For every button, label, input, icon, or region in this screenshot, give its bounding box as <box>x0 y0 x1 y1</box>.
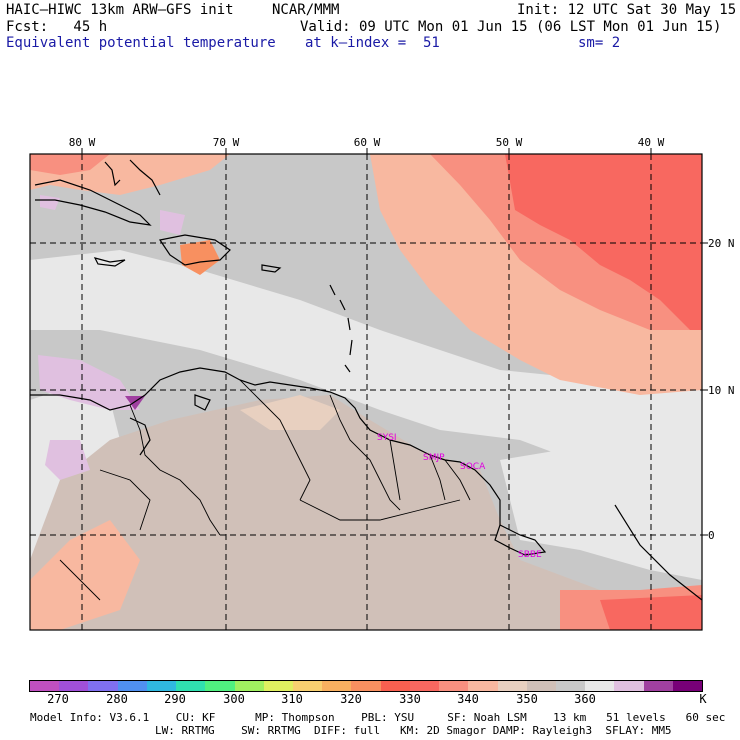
frame-ticks <box>81 148 708 536</box>
colorbar-swatch <box>380 681 410 691</box>
warmer-region-southeast <box>600 595 702 630</box>
lon-label: 50 W <box>496 136 523 149</box>
colorbar-swatch <box>30 681 60 691</box>
colorbar-swatch <box>526 681 556 691</box>
colorbar-swatch <box>497 681 527 691</box>
lon-label: 60 W <box>354 136 381 149</box>
model-title: HAIC–HIWC 13km ARW–GFS init <box>6 2 234 18</box>
colorbar-swatch <box>468 681 498 691</box>
valid-time: Valid: 09 UTC Mon 01 Jun 15 (06 LST Mon … <box>300 19 722 35</box>
colorbar-swatch <box>234 681 264 691</box>
colorbar-unit: K <box>699 692 707 706</box>
country-borders <box>59 379 471 601</box>
model-info-line2: LW: RRTMG SW: RRTMG DIFF: full KM: 2D Sm… <box>155 724 672 737</box>
lat-label: 0 <box>708 529 715 542</box>
theta-e-map: 80 W 70 W 60 W 50 W 40 W 20 N 10 N 0 SYS… <box>29 136 735 631</box>
cool-region-hispaniola <box>160 210 185 235</box>
colorbar-label: 330 <box>399 692 421 706</box>
colorbar-label: 300 <box>223 692 245 706</box>
cool-region-central-america <box>38 355 140 410</box>
land-region-south-america <box>30 395 702 630</box>
organization-label: NCAR/MMM <box>272 2 340 18</box>
station-label: SMJP <box>423 453 445 463</box>
colorbar-swatch <box>292 681 323 691</box>
colorbar-swatch <box>351 681 381 691</box>
colorbar-label: 360 <box>574 692 596 706</box>
colorbar-swatch <box>555 681 586 691</box>
colorbar-swatch <box>205 681 235 691</box>
cool-region-cuba <box>40 195 60 210</box>
map-frame <box>29 153 703 631</box>
station-label: SYSI <box>377 433 397 443</box>
lon-label: 40 W <box>638 136 665 149</box>
cool-region-colombia <box>45 440 90 480</box>
model-info-line1: Model Info: V3.6.1 CU: KF MP: Thompson P… <box>30 711 726 724</box>
colorbar-swatch <box>176 681 206 691</box>
cold-spot-gulf <box>125 396 145 410</box>
colorbar-swatch <box>59 681 89 691</box>
colorbar-swatch <box>672 681 703 691</box>
colorbar-swatch <box>439 681 469 691</box>
init-time: Init: 12 UTC Sat 30 May 15 <box>517 2 737 18</box>
smoothing-label: sm= 2 <box>578 35 621 51</box>
colorbar <box>29 680 703 692</box>
warm-region-venezuela <box>240 395 340 430</box>
colorbar-label: 290 <box>164 692 186 706</box>
colorbar-label: 270 <box>47 692 69 706</box>
colorbar-label: 280 <box>106 692 128 706</box>
lat-lon-grid <box>30 154 702 630</box>
colorbar-label: 310 <box>281 692 303 706</box>
colorbar-label: 350 <box>516 692 538 706</box>
colorbar-swatch <box>643 681 673 691</box>
warmest-region-northeast <box>505 154 702 330</box>
coastlines <box>30 159 702 601</box>
colorbar-swatch <box>263 681 293 691</box>
warmer-region-northwest <box>30 154 110 175</box>
lon-label: 80 W <box>69 136 96 149</box>
station-labels: SYSI SMJP SOCA SBBE <box>377 433 542 560</box>
lon-label: 70 W <box>213 136 240 149</box>
field-name: Equivalent potential temperature <box>6 35 276 51</box>
colorbar-label: 320 <box>340 692 362 706</box>
colorbar-swatch <box>117 681 147 691</box>
lat-label: 20 N <box>708 237 735 250</box>
colorbar-swatch <box>614 681 644 691</box>
level-label: at k–index = 51 <box>305 35 440 51</box>
warm-region-andes <box>30 520 140 630</box>
colorbar-swatch <box>409 681 440 691</box>
light-region-atlantic <box>30 250 702 500</box>
colorbar-swatch <box>585 681 615 691</box>
colorbar-swatch <box>146 681 177 691</box>
colorbar-label: 340 <box>457 692 479 706</box>
station-label: SOCA <box>460 462 486 472</box>
warm-spot-hispaniola <box>180 240 220 275</box>
forecast-hour: Fcst: 45 h <box>6 19 108 35</box>
lat-label: 10 N <box>708 384 735 397</box>
station-label: SBBE <box>518 550 542 560</box>
colorbar-swatch <box>88 681 118 691</box>
colorbar-swatch <box>322 681 352 691</box>
